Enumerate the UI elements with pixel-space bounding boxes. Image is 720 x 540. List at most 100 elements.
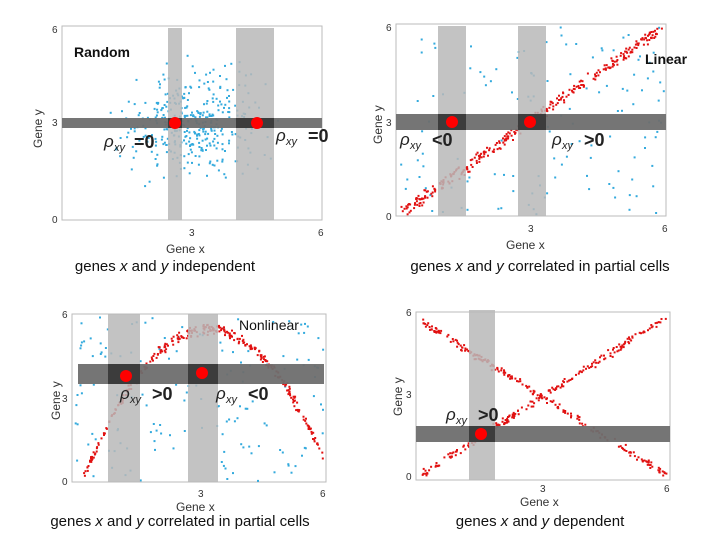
scatter-point xyxy=(643,459,646,462)
scatter-point xyxy=(470,45,472,48)
scatter-point xyxy=(80,341,83,344)
scatter-point xyxy=(126,136,129,139)
scatter-point xyxy=(80,322,83,325)
scatter-point xyxy=(456,341,459,344)
scatter-point xyxy=(422,318,425,321)
scatter-point xyxy=(625,47,628,50)
scatter-point xyxy=(183,139,185,142)
scatter-point xyxy=(576,414,579,417)
scatter-point xyxy=(226,478,229,480)
scatter-point xyxy=(626,337,629,340)
scatter-point xyxy=(154,158,157,160)
tick-y: 0 xyxy=(406,472,412,483)
scatter-point xyxy=(244,407,247,410)
scatter-point xyxy=(562,410,565,413)
scatter-point xyxy=(652,51,655,54)
scatter-point xyxy=(312,395,315,398)
scatter-point xyxy=(300,323,303,326)
scatter-point xyxy=(533,402,536,405)
scatter-point xyxy=(641,37,644,40)
scatter-point xyxy=(616,59,619,61)
scatter-point xyxy=(216,159,219,162)
scatter-point xyxy=(498,140,501,143)
scatter-point xyxy=(262,355,265,358)
scatter-point xyxy=(598,91,601,94)
plot-frame xyxy=(415,311,671,481)
scatter-point xyxy=(288,392,291,395)
scatter-point xyxy=(238,340,241,343)
scatter-point xyxy=(546,192,549,195)
scatter-point xyxy=(503,143,506,146)
scatter-point xyxy=(185,142,188,145)
scatter-point xyxy=(228,334,231,337)
scatter-point xyxy=(512,411,515,414)
scatter-point xyxy=(535,397,538,400)
scatter-point xyxy=(585,87,588,90)
scatter-point xyxy=(508,414,511,417)
scatter-point xyxy=(506,419,509,422)
scatter-point xyxy=(657,321,660,324)
tick-x: 3 xyxy=(528,224,534,235)
scatter-point xyxy=(97,442,100,445)
scatter-point xyxy=(186,99,189,101)
scatter-point xyxy=(288,385,291,388)
scatter-point xyxy=(183,430,186,432)
scatter-point xyxy=(467,442,470,445)
scatter-point xyxy=(592,77,595,80)
scatter-point xyxy=(503,373,506,376)
scatter-point xyxy=(197,163,200,166)
scatter-point xyxy=(497,207,500,210)
scatter-point xyxy=(584,423,587,426)
panel-dependent: ρ xy >0 6 3 0 3 6 Gene x Gene y genes x … xyxy=(360,290,720,540)
scatter-point xyxy=(227,111,230,113)
scatter-point xyxy=(554,176,557,179)
scatter-point xyxy=(187,153,190,156)
scatter-point xyxy=(627,55,630,58)
scatter-point xyxy=(188,131,191,134)
scatter-point xyxy=(109,111,112,114)
scatter-point xyxy=(549,391,552,394)
scatter-point xyxy=(433,42,436,45)
scatter-point xyxy=(644,33,647,36)
scatter-point xyxy=(152,423,155,425)
svg-text:=0: =0 xyxy=(308,126,329,146)
scatter-point xyxy=(588,366,591,369)
scatter-point xyxy=(198,155,201,158)
scatter-point xyxy=(648,33,651,36)
scatter-point xyxy=(84,470,87,473)
scatter-point xyxy=(421,204,424,207)
scatter-point xyxy=(196,134,198,137)
scatter-point xyxy=(637,42,640,45)
scatter-point xyxy=(651,164,654,167)
scatter-point xyxy=(646,39,649,42)
intersection-marker xyxy=(120,370,132,382)
scatter-point xyxy=(627,34,630,36)
scatter-point xyxy=(510,375,513,378)
scatter-point xyxy=(647,461,650,464)
scatter-point xyxy=(152,359,154,362)
svg-text:ρ: ρ xyxy=(399,130,410,149)
scatter-point xyxy=(530,405,533,408)
scatter-point xyxy=(425,190,428,193)
scatter-point xyxy=(642,43,645,46)
scatter-point xyxy=(502,141,505,144)
scatter-point xyxy=(612,348,614,351)
scatter-point xyxy=(207,132,210,135)
scatter-point xyxy=(164,116,166,119)
scatter-point xyxy=(464,448,467,451)
scatter-point xyxy=(622,58,625,61)
intersection-marker xyxy=(475,428,487,440)
scatter-point xyxy=(224,334,226,337)
scatter-point xyxy=(641,460,644,463)
cell-band-vertical xyxy=(108,314,140,482)
scatter-point xyxy=(470,163,473,166)
scatter-point xyxy=(186,105,189,108)
scatter-point xyxy=(221,160,224,163)
scatter-point xyxy=(194,155,197,157)
scatter-point xyxy=(236,417,239,420)
scatter-point xyxy=(144,185,147,188)
scatter-point xyxy=(430,465,433,468)
scatter-point xyxy=(431,210,434,212)
scatter-point xyxy=(206,174,208,177)
scatter-point xyxy=(437,329,440,332)
